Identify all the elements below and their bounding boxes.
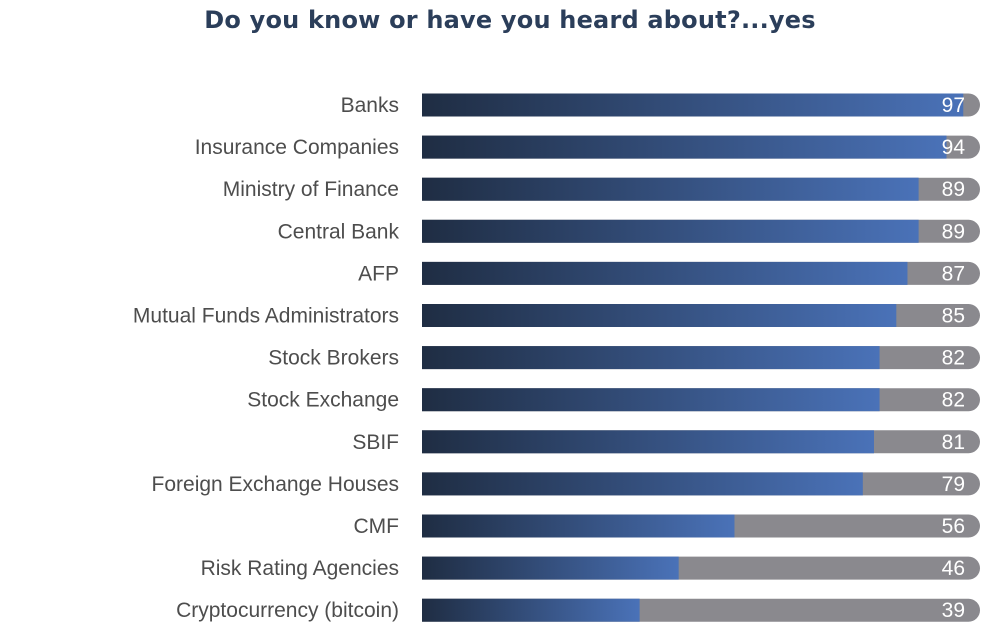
bar (422, 346, 880, 370)
category-label: Banks (341, 94, 399, 117)
bar (422, 177, 919, 201)
category-label: Mutual Funds Administrators (133, 305, 399, 328)
bar-row: Mutual Funds Administrators 85 (133, 304, 980, 328)
chart-title: Do you know or have you heard about?...y… (204, 6, 816, 34)
bar (422, 598, 640, 622)
value-label: 97 (942, 94, 965, 117)
category-label: SBIF (352, 431, 399, 454)
value-label: 82 (942, 347, 965, 370)
bar-row: Insurance Companies 94 (195, 135, 980, 159)
bar-row: Ministry of Finance 89 (223, 177, 980, 201)
category-label: Stock Exchange (247, 389, 399, 412)
bar (422, 388, 880, 412)
value-label: 94 (942, 136, 966, 159)
value-label: 85 (942, 305, 965, 328)
bar (422, 430, 874, 454)
bar-row: Stock Exchange 82 (247, 388, 980, 412)
value-label: 81 (942, 431, 965, 454)
bar (422, 219, 919, 243)
bar-row: Stock Brokers 82 (268, 346, 980, 370)
category-label: Central Bank (278, 220, 400, 243)
value-label: 82 (942, 389, 965, 412)
category-label: CMF (354, 515, 400, 538)
bar (422, 135, 947, 159)
category-label: Stock Brokers (268, 347, 399, 370)
bar-row: Central Bank 89 (278, 219, 980, 243)
category-label: Cryptocurrency (bitcoin) (176, 599, 399, 622)
category-label: Ministry of Finance (223, 178, 399, 201)
bar-row: Foreign Exchange Houses 79 (152, 472, 980, 496)
value-label: 89 (942, 178, 965, 201)
category-label: Risk Rating Agencies (201, 557, 399, 580)
bar-row: SBIF 81 (352, 430, 980, 454)
bar (422, 472, 863, 496)
bar-row: Risk Rating Agencies 46 (201, 556, 980, 580)
bar (422, 514, 735, 538)
value-label: 46 (942, 557, 965, 580)
category-label: AFP (358, 262, 399, 285)
category-label: Foreign Exchange Houses (152, 473, 399, 496)
value-label: 79 (942, 473, 965, 496)
value-label: 56 (942, 515, 965, 538)
value-label: 87 (942, 262, 965, 285)
bar-row: Banks 97 (341, 93, 980, 117)
category-label: Insurance Companies (195, 136, 399, 159)
bar (422, 93, 964, 117)
bar-row: Cryptocurrency (bitcoin) 39 (176, 598, 980, 622)
bar-row: AFP 87 (358, 261, 980, 285)
value-label: 39 (942, 599, 965, 622)
bar (422, 556, 679, 580)
bar-row: CMF 56 (354, 514, 980, 538)
value-label: 89 (942, 220, 965, 243)
bar (422, 261, 908, 285)
bar (422, 304, 897, 327)
